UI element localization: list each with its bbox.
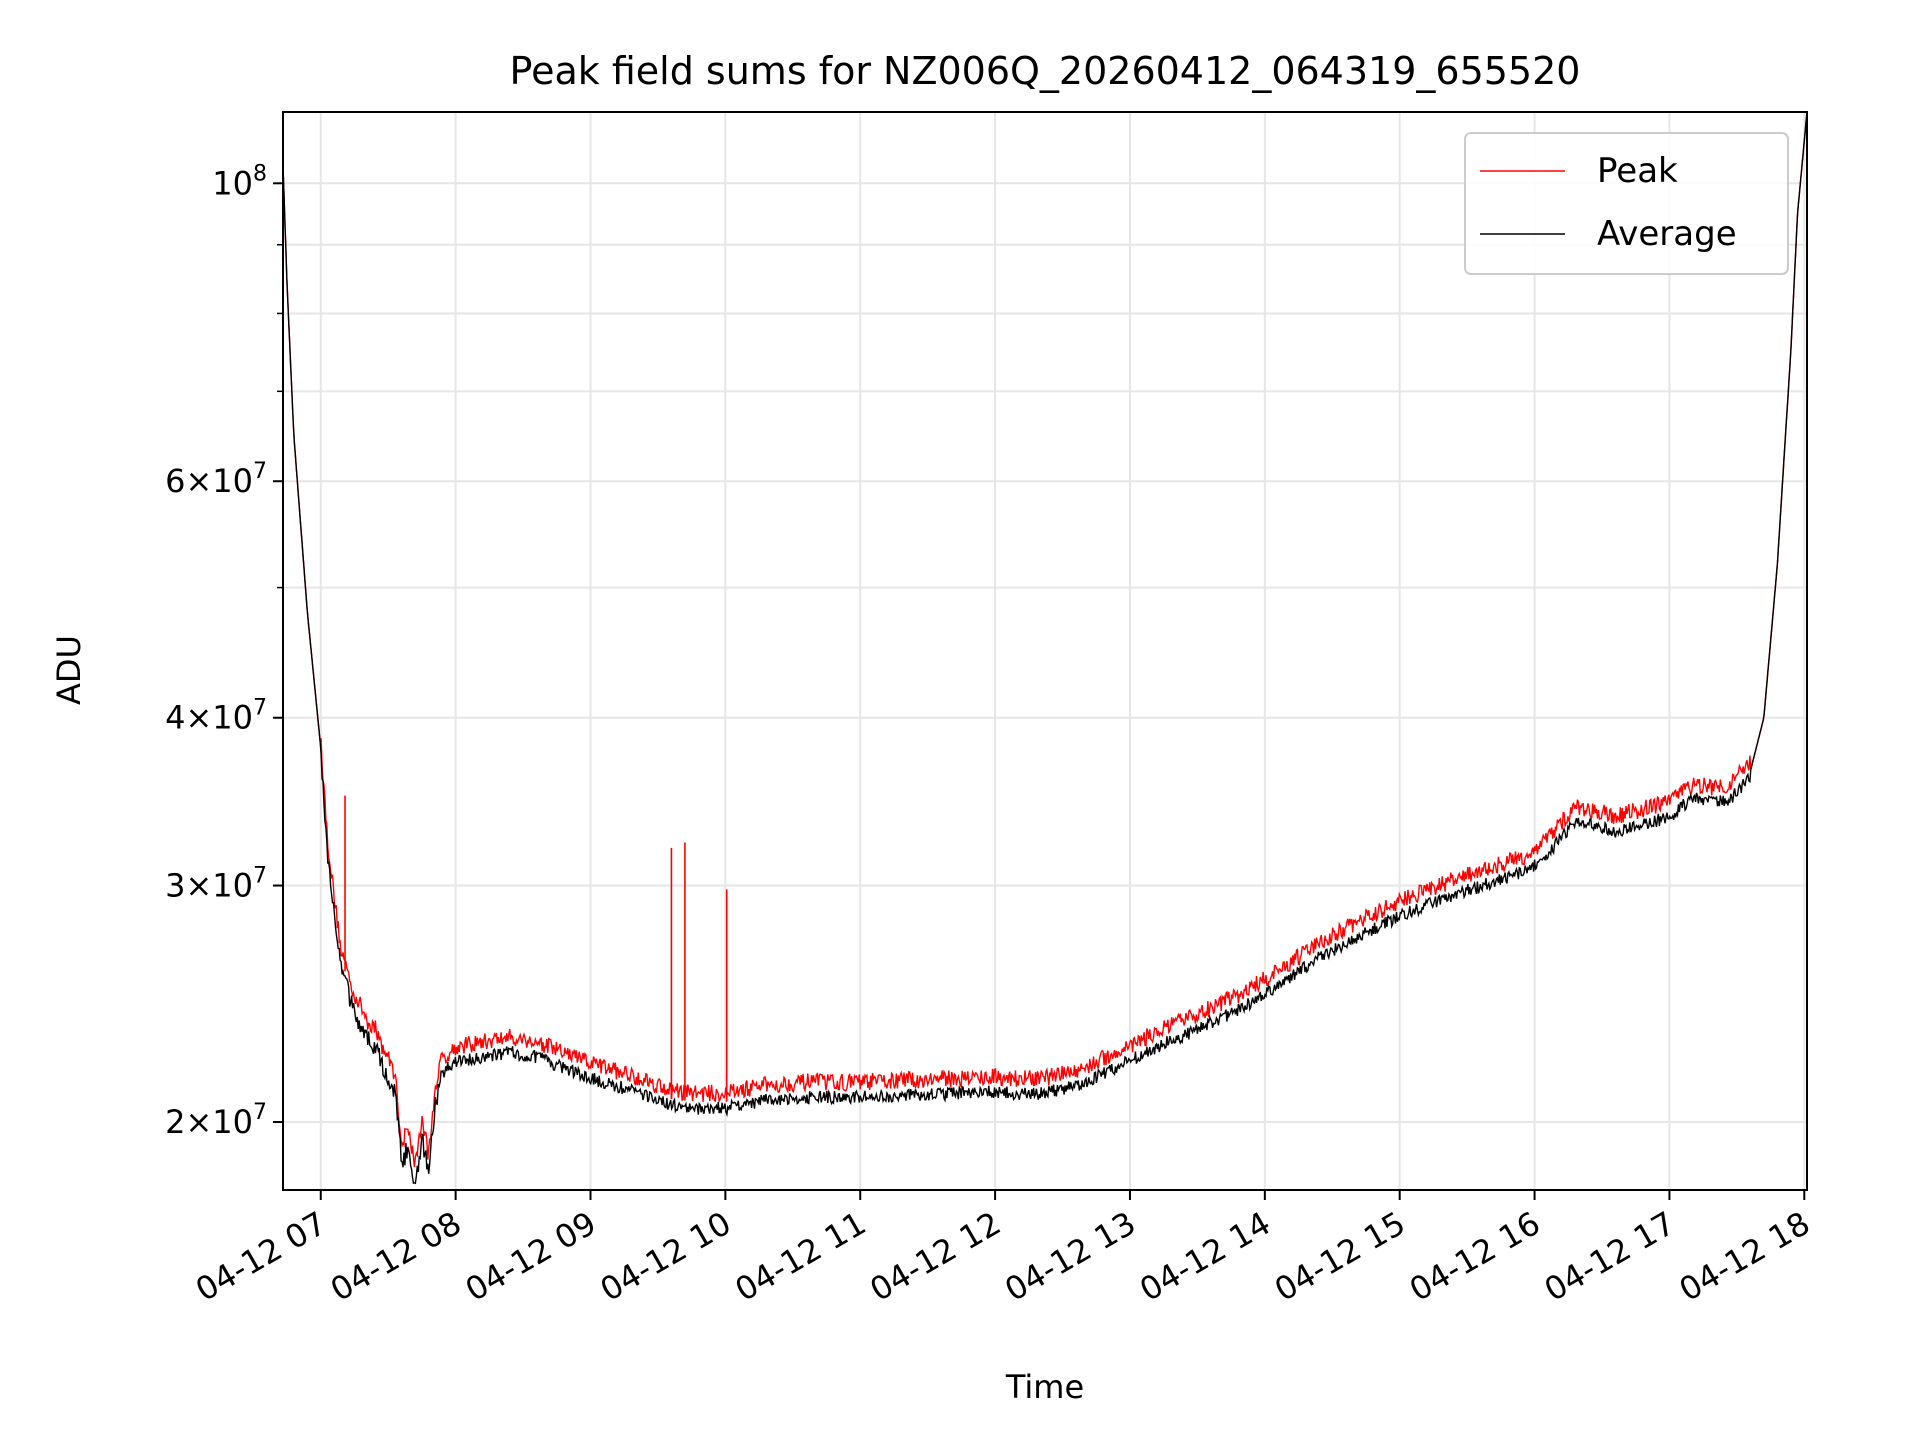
legend: Peak Average [1464,132,1789,275]
x-tick-label: 04-12 07 [189,1204,333,1309]
y-tick-label: 3×107 [165,864,267,905]
x-axis-label: Time [1005,1368,1084,1406]
legend-peak-label: Peak [1597,151,1678,191]
x-tick-label: 04-12 16 [1403,1204,1547,1309]
x-tick-label: 04-12 12 [863,1204,1007,1309]
y-tick-label: 6×107 [165,459,267,500]
x-tick-label: 04-12 17 [1538,1204,1682,1309]
y-tick-label: 2×107 [165,1100,267,1141]
x-tick-label: 04-12 15 [1268,1204,1412,1309]
grid [283,112,1807,1190]
x-tick-label: 04-12 10 [594,1204,738,1309]
y-tick-label: 108 [212,161,267,202]
series-average-line [283,112,1807,1185]
legend-average-label: Average [1597,214,1737,254]
x-tick-label: 04-12 13 [998,1204,1142,1309]
x-tick-label: 04-12 08 [324,1204,468,1309]
x-tick-label: 04-12 14 [1133,1204,1277,1309]
chart-title: Peak field sums for NZ006Q_20260412_0643… [510,49,1581,93]
y-axis: 2×107 3×107 4×107 6×107 108 [165,161,283,1141]
x-tick-label: 04-12 11 [729,1204,873,1309]
legend-box [1464,132,1789,275]
y-tick-label: 4×107 [165,696,267,737]
x-tick-label: 04-12 09 [459,1204,603,1309]
series-peak-line [283,112,1807,1168]
x-tick-label: 04-12 18 [1673,1204,1817,1309]
plot-frame [282,111,1808,1191]
y-axis-label: ADU [50,635,88,705]
series-layer [283,112,1807,1185]
